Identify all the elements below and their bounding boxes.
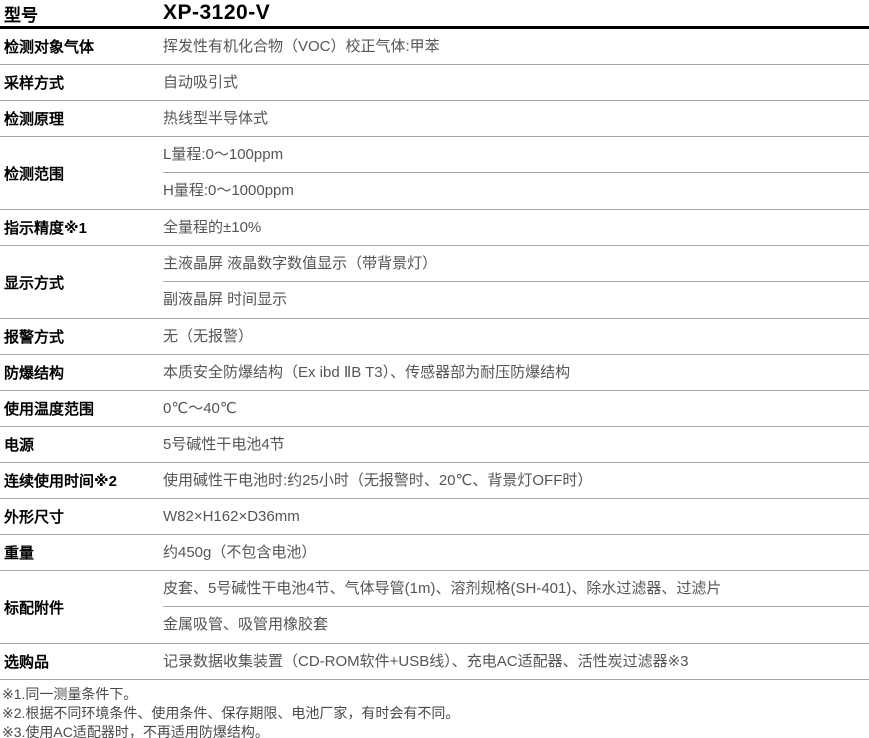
spec-row-value: H量程:0～1000ppm	[163, 172, 869, 209]
spec-row-detection-range: 检测范围 L量程:0～100ppm H量程:0～1000ppm	[0, 137, 869, 210]
footnote-1: ※1.同一测量条件下。	[2, 686, 138, 702]
spec-row-label: 标配附件	[4, 599, 65, 617]
spec-row-standard-accessories: 标配附件 皮套、5号碱性干电池4节、气体导管(1m)、溶剂规格(SH-401)、…	[0, 571, 869, 644]
spec-row-value: 副液晶屏 时间显示	[163, 281, 869, 318]
spec-row-value: 5号碱性干电池4节	[163, 436, 285, 453]
spec-row-value: 挥发性有机化合物（VOC）校正气体:甲苯	[163, 38, 440, 55]
spec-row-weight: 重量 约450g（不包含电池）	[0, 535, 869, 571]
spec-row-detection-principle: 检测原理 热线型半导体式	[0, 101, 869, 137]
spec-row-power-source: 电源 5号碱性干电池4节	[0, 427, 869, 463]
spec-row-operating-temperature: 使用温度范围 0℃～40℃	[0, 391, 869, 427]
spec-row-optional-items: 选购品 记录数据收集装置（CD-ROM软件+USB线）、充电AC适配器、活性炭过…	[0, 644, 869, 680]
spec-row-value: 热线型半导体式	[163, 110, 269, 127]
spec-row-display-method: 显示方式 主液晶屏 液晶数字数值显示（带背景灯） 副液晶屏 时间显示	[0, 246, 869, 319]
footnotes: ※1.同一测量条件下。 ※2.根据不同环境条件、使用条件、保存期限、电池厂家，有…	[0, 680, 869, 738]
model-number: XP-3120-V	[163, 1, 271, 24]
footnote-3: ※3.使用AC适配器时，不再适用防爆结构。	[2, 724, 269, 738]
spec-row-label: 重量	[4, 545, 35, 562]
model-label: 型号	[4, 5, 38, 25]
spec-row-value: 自动吸引式	[163, 74, 239, 91]
spec-row-value: 记录数据收集装置（CD-ROM软件+USB线）、充电AC适配器、活性炭过滤器※3	[163, 653, 689, 670]
spec-row-label: 采样方式	[4, 75, 65, 92]
spec-row-value: 约450g（不包含电池）	[163, 544, 317, 561]
spec-row-label: 指示精度※1	[4, 220, 87, 237]
spec-row-value: L量程:0～100ppm	[163, 146, 284, 163]
footnote-2: ※2.根据不同环境条件、使用条件、保存期限、电池厂家，有时会有不同。	[2, 705, 460, 721]
spec-row-value: 使用碱性干电池时:约25小时（无报警时、20℃、背景灯OFF时）	[163, 472, 593, 489]
spec-row-value: W82×H162×D36mm	[163, 508, 300, 525]
spec-row-value: 全量程的±10%	[163, 219, 262, 236]
spec-row-explosion-proof: 防爆结构 本质安全防爆结构（Ex ibd ⅡB T3）、传感器部为耐压防爆结构	[0, 355, 869, 391]
spec-row-accuracy: 指示精度※1 全量程的±10%	[0, 210, 869, 246]
spec-row-value: 皮套、5号碱性干电池4节、气体导管(1m)、溶剂规格(SH-401)、除水过滤器…	[163, 580, 722, 597]
spec-row-label: 外形尺寸	[4, 509, 65, 526]
spec-row-dimensions: 外形尺寸 W82×H162×D36mm	[0, 499, 869, 535]
spec-row-target-gas: 检测对象气体 挥发性有机化合物（VOC）校正气体:甲苯	[0, 29, 869, 65]
spec-row-label: 显示方式	[4, 274, 65, 292]
spec-row-value: 无（无报警）	[163, 328, 254, 345]
spec-row-label: 选购品	[4, 654, 50, 671]
spec-table-header: 型号 XP-3120-V	[0, 0, 869, 29]
spec-row-label: 电源	[4, 437, 35, 454]
spec-row-label: 防爆结构	[4, 365, 65, 382]
spec-row-label: 连续使用时间※2	[4, 473, 117, 490]
spec-row-alarm-method: 报警方式 无（无报警）	[0, 319, 869, 355]
spec-row-label: 报警方式	[4, 329, 65, 346]
spec-row-sampling-method: 采样方式 自动吸引式	[0, 65, 869, 101]
spec-row-value: 0℃～40℃	[163, 400, 237, 417]
spec-row-label: 检测范围	[4, 165, 65, 183]
spec-row-value: 主液晶屏 液晶数字数值显示（带背景灯）	[163, 255, 438, 272]
spec-row-continuous-operation: 连续使用时间※2 使用碱性干电池时:约25小时（无报警时、20℃、背景灯OFF时…	[0, 463, 869, 499]
spec-row-label: 检测对象气体	[4, 39, 95, 56]
spec-row-value: 金属吸管、吸管用橡胶套	[163, 606, 869, 643]
spec-row-value: 本质安全防爆结构（Ex ibd ⅡB T3）、传感器部为耐压防爆结构	[163, 364, 571, 381]
spec-row-label: 检测原理	[4, 111, 65, 128]
spec-row-label: 使用温度范围	[4, 401, 95, 418]
